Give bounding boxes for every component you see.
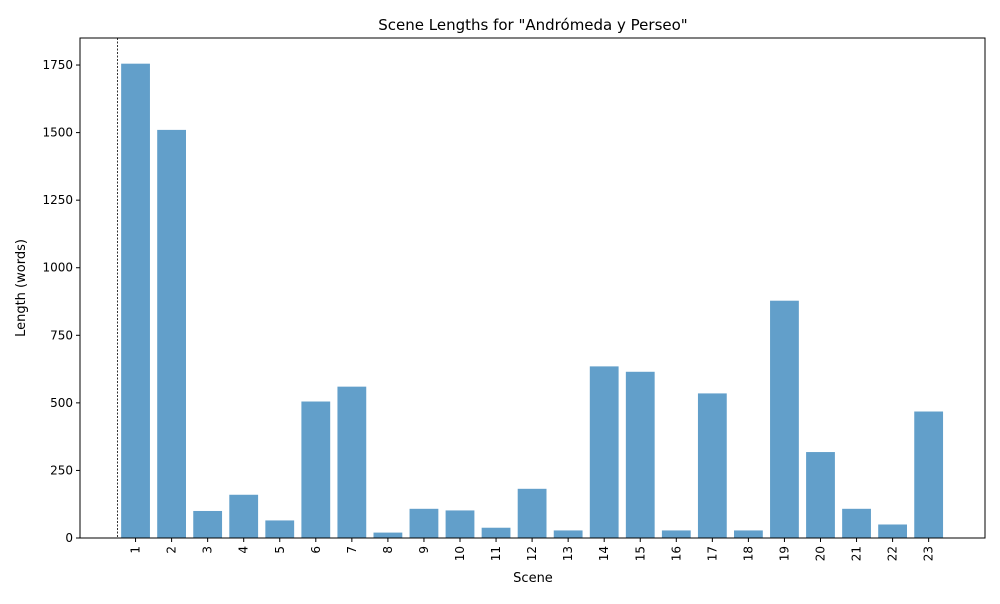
x-tick-label-17: 17: [705, 546, 719, 561]
x-tick-label-14: 14: [597, 546, 611, 561]
y-tick-label-1000: 1000: [42, 261, 73, 275]
bar-scene-18: [734, 530, 763, 538]
bar-scene-9: [409, 508, 439, 538]
bar-series: [121, 63, 944, 539]
y-tick-label-750: 750: [50, 328, 73, 342]
bar-scene-19: [770, 300, 799, 538]
x-axis: 1 2 3 4 5 6 7 8 9 10 11 12 13 14 15 16 17 18 19 20 21 22 23: [129, 538, 936, 561]
bar-scene-22: [878, 524, 907, 538]
y-tick-label-250: 250: [50, 463, 73, 477]
x-tick-label-21: 21: [850, 546, 864, 561]
y-axis: 0 250 500 750 1000 1250 1500 1750: [42, 58, 80, 545]
x-tick-label-18: 18: [741, 546, 755, 561]
bar-scene-6: [301, 401, 331, 538]
bar-scene-21: [842, 508, 871, 538]
x-tick-label-19: 19: [777, 546, 791, 561]
x-axis-label: Scene: [513, 571, 553, 586]
x-tick-label-23: 23: [922, 546, 936, 561]
x-tick-label-9: 9: [417, 546, 431, 554]
chart-title: Scene Lengths for "Andrómeda y Perseo": [378, 16, 687, 34]
bar-scene-4: [229, 494, 259, 538]
y-tick-label-500: 500: [50, 396, 73, 410]
bar-scene-3: [193, 510, 223, 538]
x-tick-label-20: 20: [814, 546, 828, 561]
y-tick-label-1500: 1500: [42, 126, 73, 140]
bar-scene-17: [697, 393, 727, 538]
x-tick-label-8: 8: [381, 546, 395, 554]
bar-scene-7: [337, 386, 367, 538]
bar-scene-12: [517, 488, 547, 538]
bar-scene-13: [553, 530, 583, 538]
bar-scene-1: [121, 63, 150, 539]
x-tick-label-6: 6: [309, 546, 323, 554]
x-tick-label-3: 3: [201, 546, 215, 554]
bar-scene-5: [265, 520, 295, 538]
x-tick-label-13: 13: [561, 546, 575, 561]
bar-scene-20: [806, 452, 835, 538]
y-tick-label-0: 0: [65, 531, 73, 545]
bar-scene-8: [373, 532, 403, 538]
bar-scene-2: [157, 129, 186, 538]
bar-scene-15: [625, 371, 655, 538]
x-tick-label-5: 5: [273, 546, 287, 554]
x-tick-label-4: 4: [237, 546, 251, 554]
x-tick-label-22: 22: [886, 546, 900, 561]
x-tick-label-15: 15: [633, 546, 647, 561]
x-tick-label-12: 12: [525, 546, 539, 561]
x-tick-label-1: 1: [129, 546, 143, 554]
y-axis-label: Length (words): [14, 239, 29, 337]
bar-scene-16: [661, 530, 691, 538]
y-tick-label-1750: 1750: [42, 58, 73, 72]
x-tick-label-11: 11: [489, 546, 503, 561]
x-tick-label-2: 2: [165, 546, 179, 554]
bar-scene-14: [589, 366, 619, 538]
x-tick-label-10: 10: [453, 546, 467, 561]
bar-scene-23: [914, 411, 944, 538]
bar-scene-10: [445, 510, 475, 538]
plot-frame: [79, 37, 986, 539]
x-tick-label-7: 7: [345, 546, 359, 554]
x-tick-label-16: 16: [669, 546, 683, 561]
bar-scene-11: [481, 527, 511, 538]
y-tick-label-1250: 1250: [42, 193, 73, 207]
